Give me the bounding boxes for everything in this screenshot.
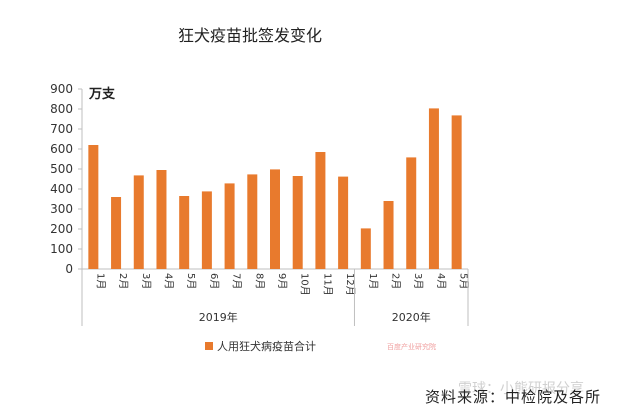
bar [201, 191, 212, 269]
bar [133, 175, 144, 269]
x-tick-label: 8月 [253, 273, 265, 289]
brand-watermark: 雪球：小熊研报分享 [458, 381, 584, 397]
y-tick-label: 500 [50, 162, 73, 176]
x-tick-label: 5月 [458, 273, 470, 289]
x-tick-label: 7月 [231, 273, 243, 289]
bar [179, 196, 190, 269]
group-label: 2020年 [392, 310, 431, 324]
bar [406, 157, 417, 269]
x-tick-label: 9月 [276, 273, 288, 289]
y-tick-label: 200 [50, 222, 73, 236]
legend-swatch [205, 342, 213, 350]
legend-label: 人用狂犬病疫苗合计 [217, 340, 316, 353]
bar [111, 197, 122, 269]
bar [451, 115, 462, 270]
bar [360, 228, 371, 269]
y-tick-label: 600 [50, 142, 73, 156]
x-tick-label: 1月 [94, 273, 106, 289]
bar [428, 108, 439, 270]
bar [224, 183, 235, 269]
x-tick-label: 12月 [344, 273, 356, 296]
x-tick-label: 5月 [185, 273, 197, 289]
y-tick-label: 400 [50, 182, 73, 196]
bar [383, 201, 394, 269]
y-tick-label: 100 [50, 242, 73, 256]
legend: 人用狂犬病疫苗合计 [205, 338, 316, 354]
y-tick-label: 800 [50, 102, 73, 116]
y-tick-label: 300 [50, 202, 73, 216]
x-tick-label: 4月 [162, 273, 174, 289]
bar [270, 169, 280, 269]
bar [156, 170, 167, 269]
x-tick-label: 2月 [390, 273, 402, 289]
chart-title: 狂犬疫苗批签发变化 [177, 26, 322, 45]
x-tick-label: 2月 [117, 273, 129, 289]
x-tick-label: 4月 [435, 273, 447, 289]
y-axis-unit-label: 万支 [88, 86, 116, 102]
x-tick-label: 6月 [208, 273, 220, 289]
y-tick-label: 0 [65, 262, 73, 276]
watermark-text: 百度产业研究院 [387, 343, 436, 351]
x-tick-label: 1月 [367, 273, 379, 289]
x-tick-label: 11月 [321, 273, 333, 296]
group-label: 2019年 [199, 310, 238, 324]
source-note: 资料来源：中检院及各所 [425, 388, 602, 406]
bar [88, 145, 99, 269]
x-tick-label: 3月 [140, 273, 152, 289]
x-tick-label: 3月 [412, 273, 424, 289]
bar [338, 176, 349, 269]
y-tick-label: 900 [50, 82, 73, 96]
x-tick-label: 10月 [299, 273, 311, 296]
bar [315, 152, 326, 269]
bar [247, 174, 258, 269]
bar [292, 176, 303, 269]
y-tick-label: 700 [50, 122, 73, 136]
